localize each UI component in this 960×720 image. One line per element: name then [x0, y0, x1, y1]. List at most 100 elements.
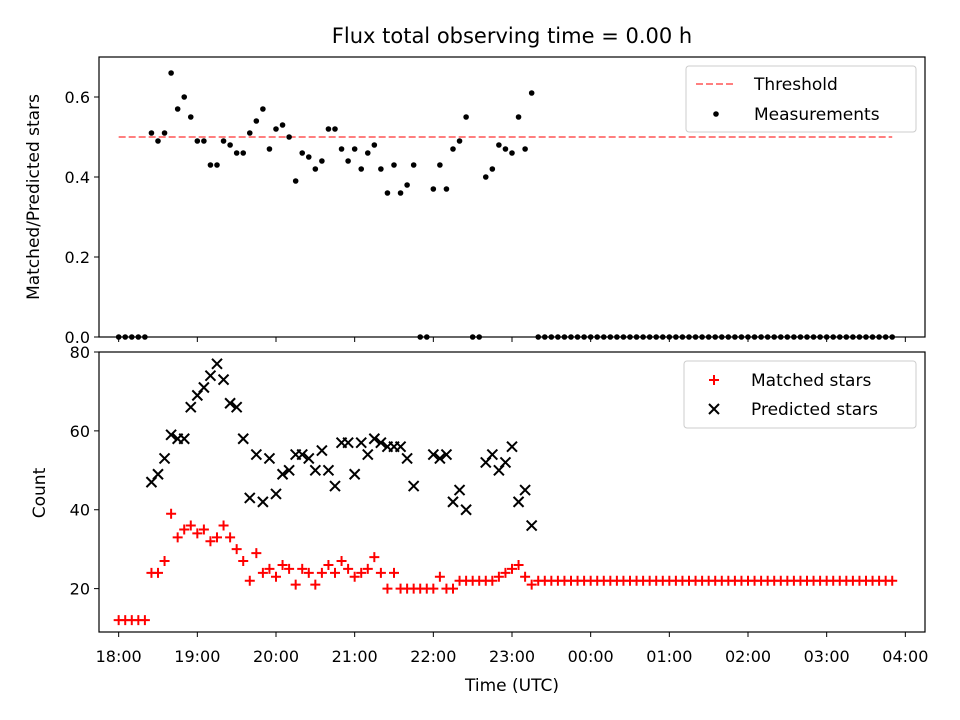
predicted-star-point — [499, 456, 512, 469]
matched-star-point — [172, 532, 183, 543]
measurement-point — [155, 138, 161, 144]
predicted-star-point — [237, 433, 249, 445]
legend-predicted-label: Predicted stars — [751, 400, 878, 420]
measurement-point — [246, 130, 253, 136]
measurement-point — [371, 142, 378, 148]
predicted-star-point — [165, 429, 177, 441]
x-tick-label: 00:00 — [568, 647, 614, 666]
measurement-point — [312, 166, 319, 172]
x-tick-label: 19:00 — [174, 647, 220, 666]
measurement-point — [450, 146, 456, 152]
matched-star-point — [153, 567, 163, 578]
measurement-point — [345, 158, 351, 164]
x-tick-label: 02:00 — [725, 647, 771, 666]
predicted-star-point — [211, 358, 223, 370]
predicted-star-point — [322, 464, 335, 477]
matched-star-point — [323, 559, 334, 570]
measurement-point — [528, 90, 535, 96]
matched-star-point — [139, 615, 150, 626]
predicted-star-point — [348, 468, 361, 480]
predicted-star-point — [401, 452, 413, 465]
x-tick-label: 22:00 — [410, 647, 456, 666]
measurement-point — [338, 146, 345, 152]
predicted-star-point — [525, 519, 538, 532]
measurement-point — [266, 146, 273, 152]
matched-star-point — [382, 583, 393, 594]
predicted-star-point — [244, 492, 256, 504]
predicted-star-point — [375, 436, 387, 449]
matched-star-point — [310, 579, 321, 590]
predicted-star-point — [152, 468, 164, 480]
predicted-star-point — [512, 496, 525, 508]
matched-star-point — [500, 567, 511, 578]
matched-star-point — [192, 528, 203, 539]
predicted-star-point — [309, 464, 322, 477]
measurement-point — [482, 174, 489, 180]
matched-star-point — [284, 563, 295, 574]
matched-star-point — [336, 556, 347, 567]
measurement-point — [253, 118, 260, 124]
measurement-point — [260, 106, 266, 112]
top-chart-title: Flux total observing time = 0.00 h — [332, 24, 692, 48]
predicted-star-point — [158, 452, 171, 465]
measurement-point — [332, 126, 338, 132]
measurement-point — [279, 122, 286, 128]
top-y-tick-label: 0.2 — [65, 248, 90, 267]
measurement-point — [384, 190, 391, 196]
matched-star-point — [448, 583, 458, 594]
matched-star-point — [316, 567, 327, 578]
measurement-point — [391, 162, 397, 168]
predicted-star-point — [368, 433, 381, 445]
legend-measurements-label: Measurements — [754, 105, 880, 125]
predicted-star-point — [217, 373, 230, 386]
top-legend: Threshold Measurements — [685, 65, 917, 133]
measurement-point — [378, 166, 384, 172]
measurement-point — [437, 162, 443, 168]
x-axis-label: Time (UTC) — [464, 676, 559, 696]
matched-star-point — [257, 567, 268, 578]
legend-threshold-label: Threshold — [753, 75, 838, 95]
predicted-star-point — [283, 464, 295, 477]
matched-star-point — [251, 548, 262, 559]
matched-star-point — [277, 559, 288, 570]
measurement-point — [292, 178, 299, 184]
matched-star-point — [526, 579, 537, 590]
predicted-star-point — [453, 484, 466, 496]
measurement-point — [410, 162, 417, 168]
predicted-star-point — [185, 401, 197, 413]
measurement-point — [463, 114, 469, 120]
measurement-point — [443, 186, 450, 192]
predicted-star-point — [342, 436, 354, 449]
measurement-point — [522, 146, 528, 152]
measurement-point — [430, 186, 437, 192]
predicted-star-point — [316, 444, 328, 457]
predicted-star-point — [355, 436, 367, 449]
predicted-star-point — [198, 381, 210, 394]
top-y-axis-label: Matched/Predicted stars — [24, 94, 44, 300]
predicted-star-point — [447, 496, 459, 508]
predicted-star-point — [250, 448, 263, 461]
measurement-point — [397, 190, 404, 196]
matched-star-point — [487, 575, 498, 586]
legend-matched-label: Matched stars — [751, 371, 871, 391]
matched-star-point — [513, 559, 524, 570]
measurement-point — [273, 126, 279, 132]
measurement-point — [286, 134, 292, 140]
matched-star-point — [290, 579, 301, 590]
measurement-point — [148, 130, 155, 136]
measurement-point — [220, 138, 227, 144]
predicted-star-point — [362, 448, 374, 461]
bottom-y-tick-label: 60 — [70, 422, 90, 441]
matched-star-point — [303, 567, 314, 578]
predicted-star-point — [276, 468, 289, 480]
measurement-point — [358, 166, 365, 172]
measurement-point — [489, 166, 496, 172]
bottom-legend: Matched stars Predicted stars — [683, 360, 917, 429]
matched-star-point — [166, 508, 177, 519]
measurement-point — [240, 150, 247, 156]
measurement-point — [181, 94, 188, 100]
predicted-star-point — [486, 448, 499, 461]
matched-star-point — [428, 583, 439, 594]
predicted-star-point — [270, 488, 282, 500]
